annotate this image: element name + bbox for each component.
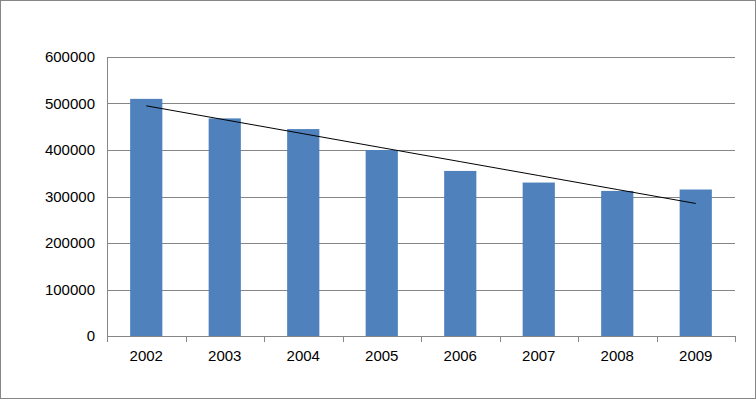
x-tick-label: 2009	[679, 347, 712, 364]
trend-line	[146, 106, 696, 204]
x-tick-label: 2008	[601, 347, 634, 364]
grid-line	[107, 243, 735, 244]
x-tick: 2009	[679, 336, 712, 364]
y-axis-line	[107, 58, 108, 337]
x-tick: 2006	[444, 336, 477, 364]
category-separator	[186, 336, 187, 342]
grid-line	[107, 290, 735, 291]
y-tick-label: 0	[87, 327, 95, 344]
category-separator	[735, 336, 736, 342]
grid-line	[107, 150, 735, 151]
y-axis: 0 100000 200000 300000 400000 500000 600000	[45, 48, 108, 344]
y-tick: 500000	[45, 95, 107, 112]
y-tick: 600000	[45, 48, 107, 65]
y-tick-label: 300000	[45, 188, 95, 205]
y-tick: 200000	[45, 234, 107, 251]
x-tick: 2002	[130, 336, 163, 364]
x-tick-label: 2003	[208, 347, 241, 364]
y-tick-label: 500000	[45, 95, 95, 112]
y-tick: 300000	[45, 188, 107, 205]
category-separators	[108, 336, 736, 342]
y-tick-label: 600000	[45, 48, 95, 65]
y-tick-label: 400000	[45, 141, 95, 158]
y-tick: 0	[87, 327, 107, 344]
bar	[209, 118, 241, 336]
category-separator	[578, 336, 579, 342]
x-tick-label: 2006	[444, 347, 477, 364]
x-tick: 2004	[287, 336, 320, 364]
y-tick: 400000	[45, 141, 107, 158]
x-tick: 2005	[365, 336, 398, 364]
bar	[366, 150, 398, 336]
chart-frame	[1, 1, 756, 399]
x-tick-label: 2002	[130, 347, 163, 364]
x-tick: 2007	[522, 336, 555, 364]
category-separator	[343, 336, 344, 342]
bar	[444, 171, 476, 336]
category-separator	[500, 336, 501, 342]
grid	[107, 58, 735, 337]
grid-line	[107, 197, 735, 198]
y-tick-label: 200000	[45, 234, 95, 251]
y-tick: 100000	[45, 281, 107, 298]
x-tick-label: 2004	[287, 347, 320, 364]
x-tick-label: 2005	[365, 347, 398, 364]
bar	[601, 191, 633, 336]
y-tick-label: 100000	[45, 281, 95, 298]
x-tick: 2008	[601, 336, 634, 364]
x-tick: 2003	[208, 336, 241, 364]
chart: 0 100000 200000 300000 400000 500000 600000 200…	[0, 0, 756, 399]
category-separator	[657, 336, 658, 342]
bar	[523, 183, 555, 336]
grid-line	[107, 103, 735, 104]
x-axis: 2002 2003 2004 2005 2006 2007 2008 2009	[108, 336, 736, 364]
bar	[287, 129, 319, 336]
bar-series	[130, 99, 712, 336]
category-separator	[264, 336, 265, 342]
bar	[680, 190, 712, 336]
category-separator	[421, 336, 422, 342]
category-separator	[107, 336, 108, 342]
plot-area	[130, 99, 712, 336]
bar	[130, 99, 162, 336]
grid-line	[107, 57, 735, 58]
x-tick-label: 2007	[522, 347, 555, 364]
